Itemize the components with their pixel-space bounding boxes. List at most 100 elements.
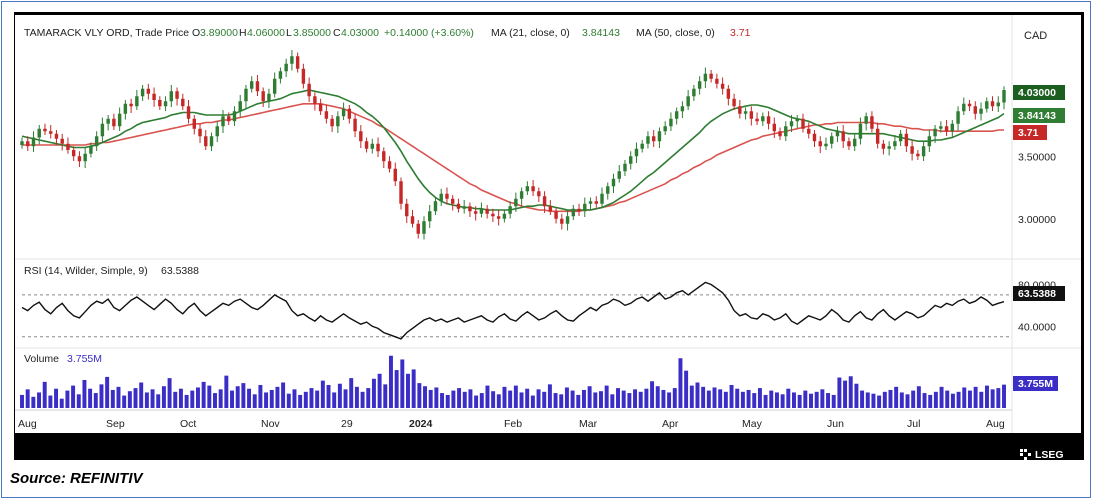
- volume-layer: [20, 355, 1006, 408]
- candle-body: [657, 131, 662, 142]
- candle: [313, 92, 317, 111]
- time-tick-label: 29: [341, 418, 353, 430]
- candle: [428, 205, 432, 228]
- price-tick-label: 3.00000: [1018, 214, 1056, 226]
- candle-body: [169, 91, 174, 102]
- candle: [215, 121, 219, 142]
- candle: [795, 115, 799, 128]
- ma21-badge: 3.84143: [1013, 108, 1065, 123]
- volume-bar: [218, 389, 223, 408]
- candle-body: [703, 73, 708, 82]
- candle-body: [31, 137, 36, 147]
- candle-body: [37, 128, 41, 138]
- candle: [158, 96, 162, 110]
- candle-body: [732, 98, 736, 107]
- candle: [117, 107, 122, 131]
- rsi-badge-text: 63.5388: [1018, 288, 1056, 300]
- candle-body: [864, 116, 868, 124]
- volume-bar: [173, 391, 178, 408]
- candle: [221, 110, 225, 133]
- candle: [20, 137, 24, 149]
- volume-bar: [264, 392, 269, 408]
- candle: [364, 137, 369, 153]
- candle-body: [26, 141, 30, 147]
- volume-bar: [757, 388, 762, 408]
- volume-bar: [627, 393, 632, 408]
- volume-bar: [37, 392, 42, 408]
- candle: [956, 106, 960, 131]
- candle-body: [198, 128, 202, 137]
- volume-bar: [54, 388, 59, 408]
- open-key: O: [192, 27, 200, 39]
- volume-bar: [576, 394, 581, 408]
- volume-bar: [354, 386, 359, 408]
- candle: [634, 142, 639, 163]
- time-tick-label: Apr: [662, 418, 679, 430]
- candle-body: [525, 186, 530, 192]
- chart-svg: TAMARACK VLY ORD, Trade Price O 3.89000 …: [15, 15, 1081, 460]
- time-tick-label: Mar: [579, 418, 598, 430]
- candle: [674, 107, 679, 125]
- candle-body: [537, 191, 541, 197]
- candle-body: [927, 136, 932, 147]
- volume-bar: [837, 377, 842, 408]
- candle: [720, 77, 725, 95]
- volume-bar: [701, 386, 706, 408]
- volume-bar: [241, 383, 246, 408]
- candle: [267, 88, 271, 108]
- candle: [31, 131, 36, 152]
- candle: [422, 216, 426, 240]
- volume-bar: [31, 396, 36, 408]
- time-tick-label: Sep: [106, 418, 125, 430]
- candle: [416, 220, 420, 239]
- candle: [100, 117, 105, 142]
- candle: [916, 150, 920, 160]
- volume-bar: [479, 393, 484, 408]
- candle: [875, 122, 880, 149]
- candle: [944, 120, 949, 136]
- candle: [617, 165, 621, 183]
- time-tick-label: Nov: [261, 418, 280, 430]
- volume-bar: [797, 394, 802, 408]
- candle-body: [548, 206, 553, 212]
- candle-body: [709, 73, 713, 79]
- candle: [950, 120, 955, 137]
- candle: [830, 132, 834, 149]
- ma21-value: 3.84143: [582, 27, 620, 39]
- candle: [646, 131, 650, 149]
- volume-bar: [780, 394, 785, 408]
- volume-bar: [48, 395, 53, 408]
- candle: [663, 121, 667, 135]
- candle: [330, 115, 334, 132]
- candlestick-series: [20, 50, 1006, 240]
- ma50-line: [22, 103, 1004, 213]
- volume-bar: [252, 394, 257, 408]
- candle-body: [485, 208, 489, 214]
- volume-badge-text: 3.755M: [1018, 378, 1053, 390]
- candle: [399, 177, 403, 210]
- candle-body: [611, 178, 616, 187]
- candle: [979, 102, 983, 121]
- time-tick-label: Feb: [504, 418, 522, 430]
- volume-bar: [905, 394, 910, 408]
- volume-bar: [298, 394, 303, 408]
- volume-bar: [740, 391, 745, 408]
- candle: [531, 180, 535, 196]
- volume-bar: [542, 391, 547, 408]
- candle-body: [445, 193, 449, 199]
- candle: [600, 187, 604, 209]
- candle-body: [990, 101, 995, 107]
- candle-body: [967, 103, 972, 107]
- candle: [77, 151, 82, 167]
- candle: [181, 93, 185, 110]
- volume-bar: [309, 388, 314, 408]
- volume-bar: [644, 388, 649, 408]
- candle-body: [364, 141, 369, 149]
- time-axis: Aug Sep Oct Nov 29 2024 Feb Mar Apr May Jun Jul Aug: [18, 418, 1005, 430]
- candle: [904, 128, 909, 152]
- candle: [508, 201, 512, 219]
- volume-bar: [911, 390, 916, 408]
- candle-body: [43, 128, 47, 132]
- candle-body: [238, 101, 242, 112]
- candle-body: [772, 123, 777, 132]
